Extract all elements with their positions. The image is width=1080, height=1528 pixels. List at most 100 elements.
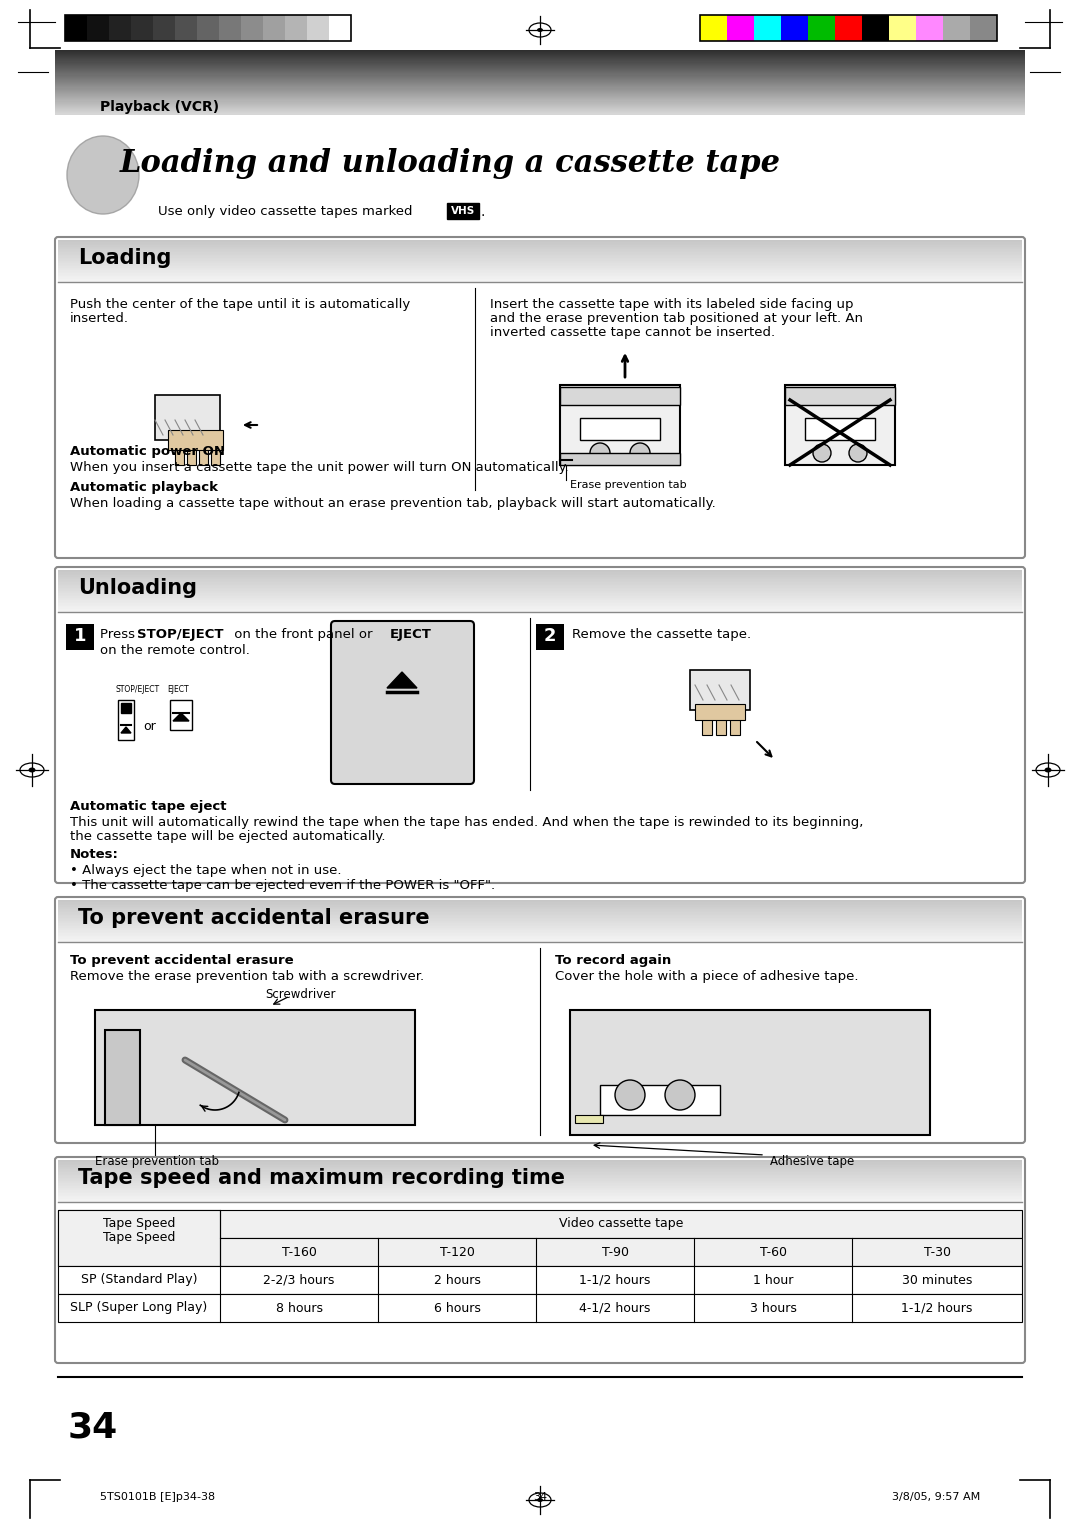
Bar: [58, 593, 1022, 596]
Bar: [55, 84, 1025, 86]
Bar: [105, 1030, 140, 1125]
Bar: [58, 573, 1022, 575]
Bar: [58, 278, 1022, 281]
Text: To record again: To record again: [555, 953, 672, 967]
Bar: [58, 607, 1022, 610]
Bar: [696, 704, 745, 720]
Text: Tape Speed: Tape Speed: [103, 1232, 175, 1244]
Bar: [785, 387, 895, 405]
Ellipse shape: [28, 767, 36, 773]
Bar: [58, 579, 1022, 581]
Bar: [716, 715, 726, 735]
Bar: [58, 911, 1022, 912]
Bar: [58, 932, 1022, 934]
Bar: [58, 1210, 1022, 1238]
Bar: [58, 912, 1022, 914]
Text: Push the center of the tape until it is automatically: Push the center of the tape until it is …: [70, 298, 410, 312]
Text: To prevent accidental erasure: To prevent accidental erasure: [78, 908, 430, 927]
Bar: [65, 15, 351, 41]
Bar: [58, 1198, 1022, 1201]
Bar: [58, 940, 1022, 941]
Ellipse shape: [537, 28, 543, 32]
Bar: [58, 1189, 1022, 1190]
Text: 4-1/2 hours: 4-1/2 hours: [579, 1302, 650, 1314]
Bar: [58, 1195, 1022, 1196]
Bar: [58, 918, 1022, 920]
Bar: [58, 261, 1022, 264]
Text: STOP/EJECT: STOP/EJECT: [137, 628, 224, 642]
Bar: [58, 255, 1022, 257]
Bar: [55, 101, 1025, 102]
Bar: [58, 246, 1022, 249]
Bar: [55, 101, 1025, 102]
Bar: [58, 1164, 1022, 1166]
Bar: [754, 15, 781, 41]
Bar: [58, 1193, 1022, 1195]
Text: T-120: T-120: [440, 1245, 474, 1259]
Bar: [58, 903, 1022, 906]
Text: inserted.: inserted.: [70, 312, 129, 325]
Bar: [118, 700, 134, 740]
Text: STOP/EJECT: STOP/EJECT: [114, 685, 159, 694]
Bar: [58, 588, 1022, 590]
Bar: [241, 15, 264, 41]
Bar: [58, 604, 1022, 605]
Text: or: or: [143, 720, 156, 733]
Bar: [58, 1170, 1022, 1172]
Bar: [58, 1294, 1022, 1322]
Bar: [58, 597, 1022, 599]
Bar: [58, 1174, 1022, 1175]
Text: the cassette tape will be ejected automatically.: the cassette tape will be ejected automa…: [70, 830, 386, 843]
Bar: [58, 608, 1022, 611]
Bar: [58, 249, 1022, 251]
Text: Remove the erase prevention tab with a screwdriver.: Remove the erase prevention tab with a s…: [70, 970, 424, 983]
Bar: [55, 76, 1025, 78]
Text: 6 hours: 6 hours: [433, 1302, 481, 1314]
Bar: [58, 917, 1022, 918]
Text: Video cassette tape: Video cassette tape: [558, 1218, 684, 1230]
Bar: [58, 596, 1022, 597]
Text: VHS: VHS: [450, 206, 475, 215]
Bar: [58, 1196, 1022, 1198]
Bar: [58, 584, 1022, 585]
Bar: [58, 903, 1022, 905]
Bar: [58, 908, 1022, 909]
Bar: [55, 57, 1025, 58]
Text: T-60: T-60: [759, 1245, 786, 1259]
Bar: [58, 267, 1022, 269]
Bar: [58, 252, 1022, 254]
Bar: [211, 443, 220, 465]
FancyBboxPatch shape: [55, 237, 1025, 558]
Bar: [58, 244, 1022, 248]
Text: Remove the cassette tape.: Remove the cassette tape.: [572, 628, 751, 642]
Bar: [58, 1210, 220, 1267]
Bar: [170, 700, 192, 730]
Text: Press: Press: [100, 628, 139, 642]
Bar: [785, 385, 895, 465]
Bar: [447, 203, 480, 219]
Bar: [58, 1177, 1022, 1178]
Bar: [781, 15, 808, 41]
Text: Insert the cassette tape with its labeled side facing up: Insert the cassette tape with its labele…: [490, 298, 853, 312]
Bar: [58, 920, 1022, 923]
Text: Screwdriver: Screwdriver: [265, 989, 335, 1001]
Bar: [55, 113, 1025, 115]
Bar: [55, 75, 1025, 76]
Bar: [55, 102, 1025, 104]
Bar: [58, 1192, 1022, 1193]
Bar: [55, 113, 1025, 115]
Bar: [58, 605, 1022, 607]
Bar: [889, 15, 916, 41]
Bar: [55, 49, 1025, 50]
Bar: [199, 443, 208, 465]
Bar: [58, 254, 1022, 255]
Bar: [805, 419, 875, 440]
Text: Loading and unloading a cassette tape: Loading and unloading a cassette tape: [120, 148, 781, 179]
Bar: [916, 15, 943, 41]
Text: Notes:: Notes:: [70, 848, 119, 860]
Text: on the remote control.: on the remote control.: [100, 643, 249, 657]
Bar: [58, 924, 1022, 926]
Bar: [58, 902, 1022, 903]
FancyBboxPatch shape: [330, 620, 474, 784]
Bar: [561, 387, 680, 405]
